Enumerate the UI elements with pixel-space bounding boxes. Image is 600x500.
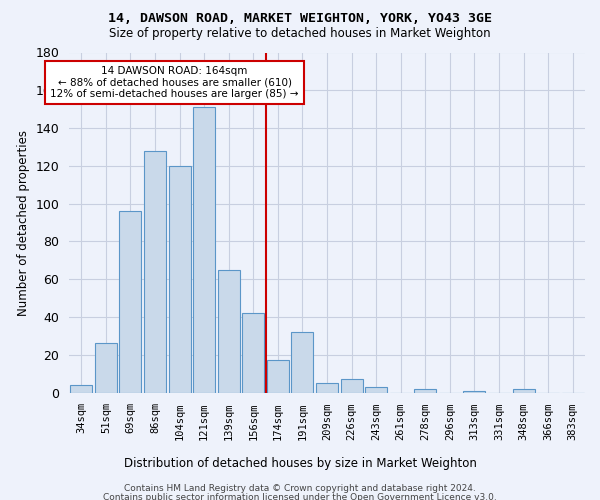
Bar	[70, 385, 92, 392]
Text: 14, DAWSON ROAD, MARKET WEIGHTON, YORK, YO43 3GE: 14, DAWSON ROAD, MARKET WEIGHTON, YORK, …	[108, 12, 492, 26]
Bar	[316, 383, 338, 392]
Bar	[341, 380, 362, 392]
Bar	[365, 387, 387, 392]
Bar	[463, 390, 485, 392]
Bar	[95, 344, 117, 392]
Bar	[169, 166, 191, 392]
Bar	[267, 360, 289, 392]
Bar	[512, 388, 535, 392]
Text: Contains public sector information licensed under the Open Government Licence v3: Contains public sector information licen…	[103, 494, 497, 500]
Y-axis label: Number of detached properties: Number of detached properties	[17, 130, 30, 316]
Text: Contains HM Land Registry data © Crown copyright and database right 2024.: Contains HM Land Registry data © Crown c…	[124, 484, 476, 493]
Bar	[119, 211, 142, 392]
Text: 14 DAWSON ROAD: 164sqm
← 88% of detached houses are smaller (610)
12% of semi-de: 14 DAWSON ROAD: 164sqm ← 88% of detached…	[50, 66, 299, 99]
Text: Size of property relative to detached houses in Market Weighton: Size of property relative to detached ho…	[109, 28, 491, 40]
Bar	[242, 313, 265, 392]
Bar	[414, 388, 436, 392]
Bar	[292, 332, 313, 392]
Bar	[144, 150, 166, 392]
Bar	[193, 108, 215, 393]
Bar	[218, 270, 240, 392]
Text: Distribution of detached houses by size in Market Weighton: Distribution of detached houses by size …	[124, 458, 476, 470]
